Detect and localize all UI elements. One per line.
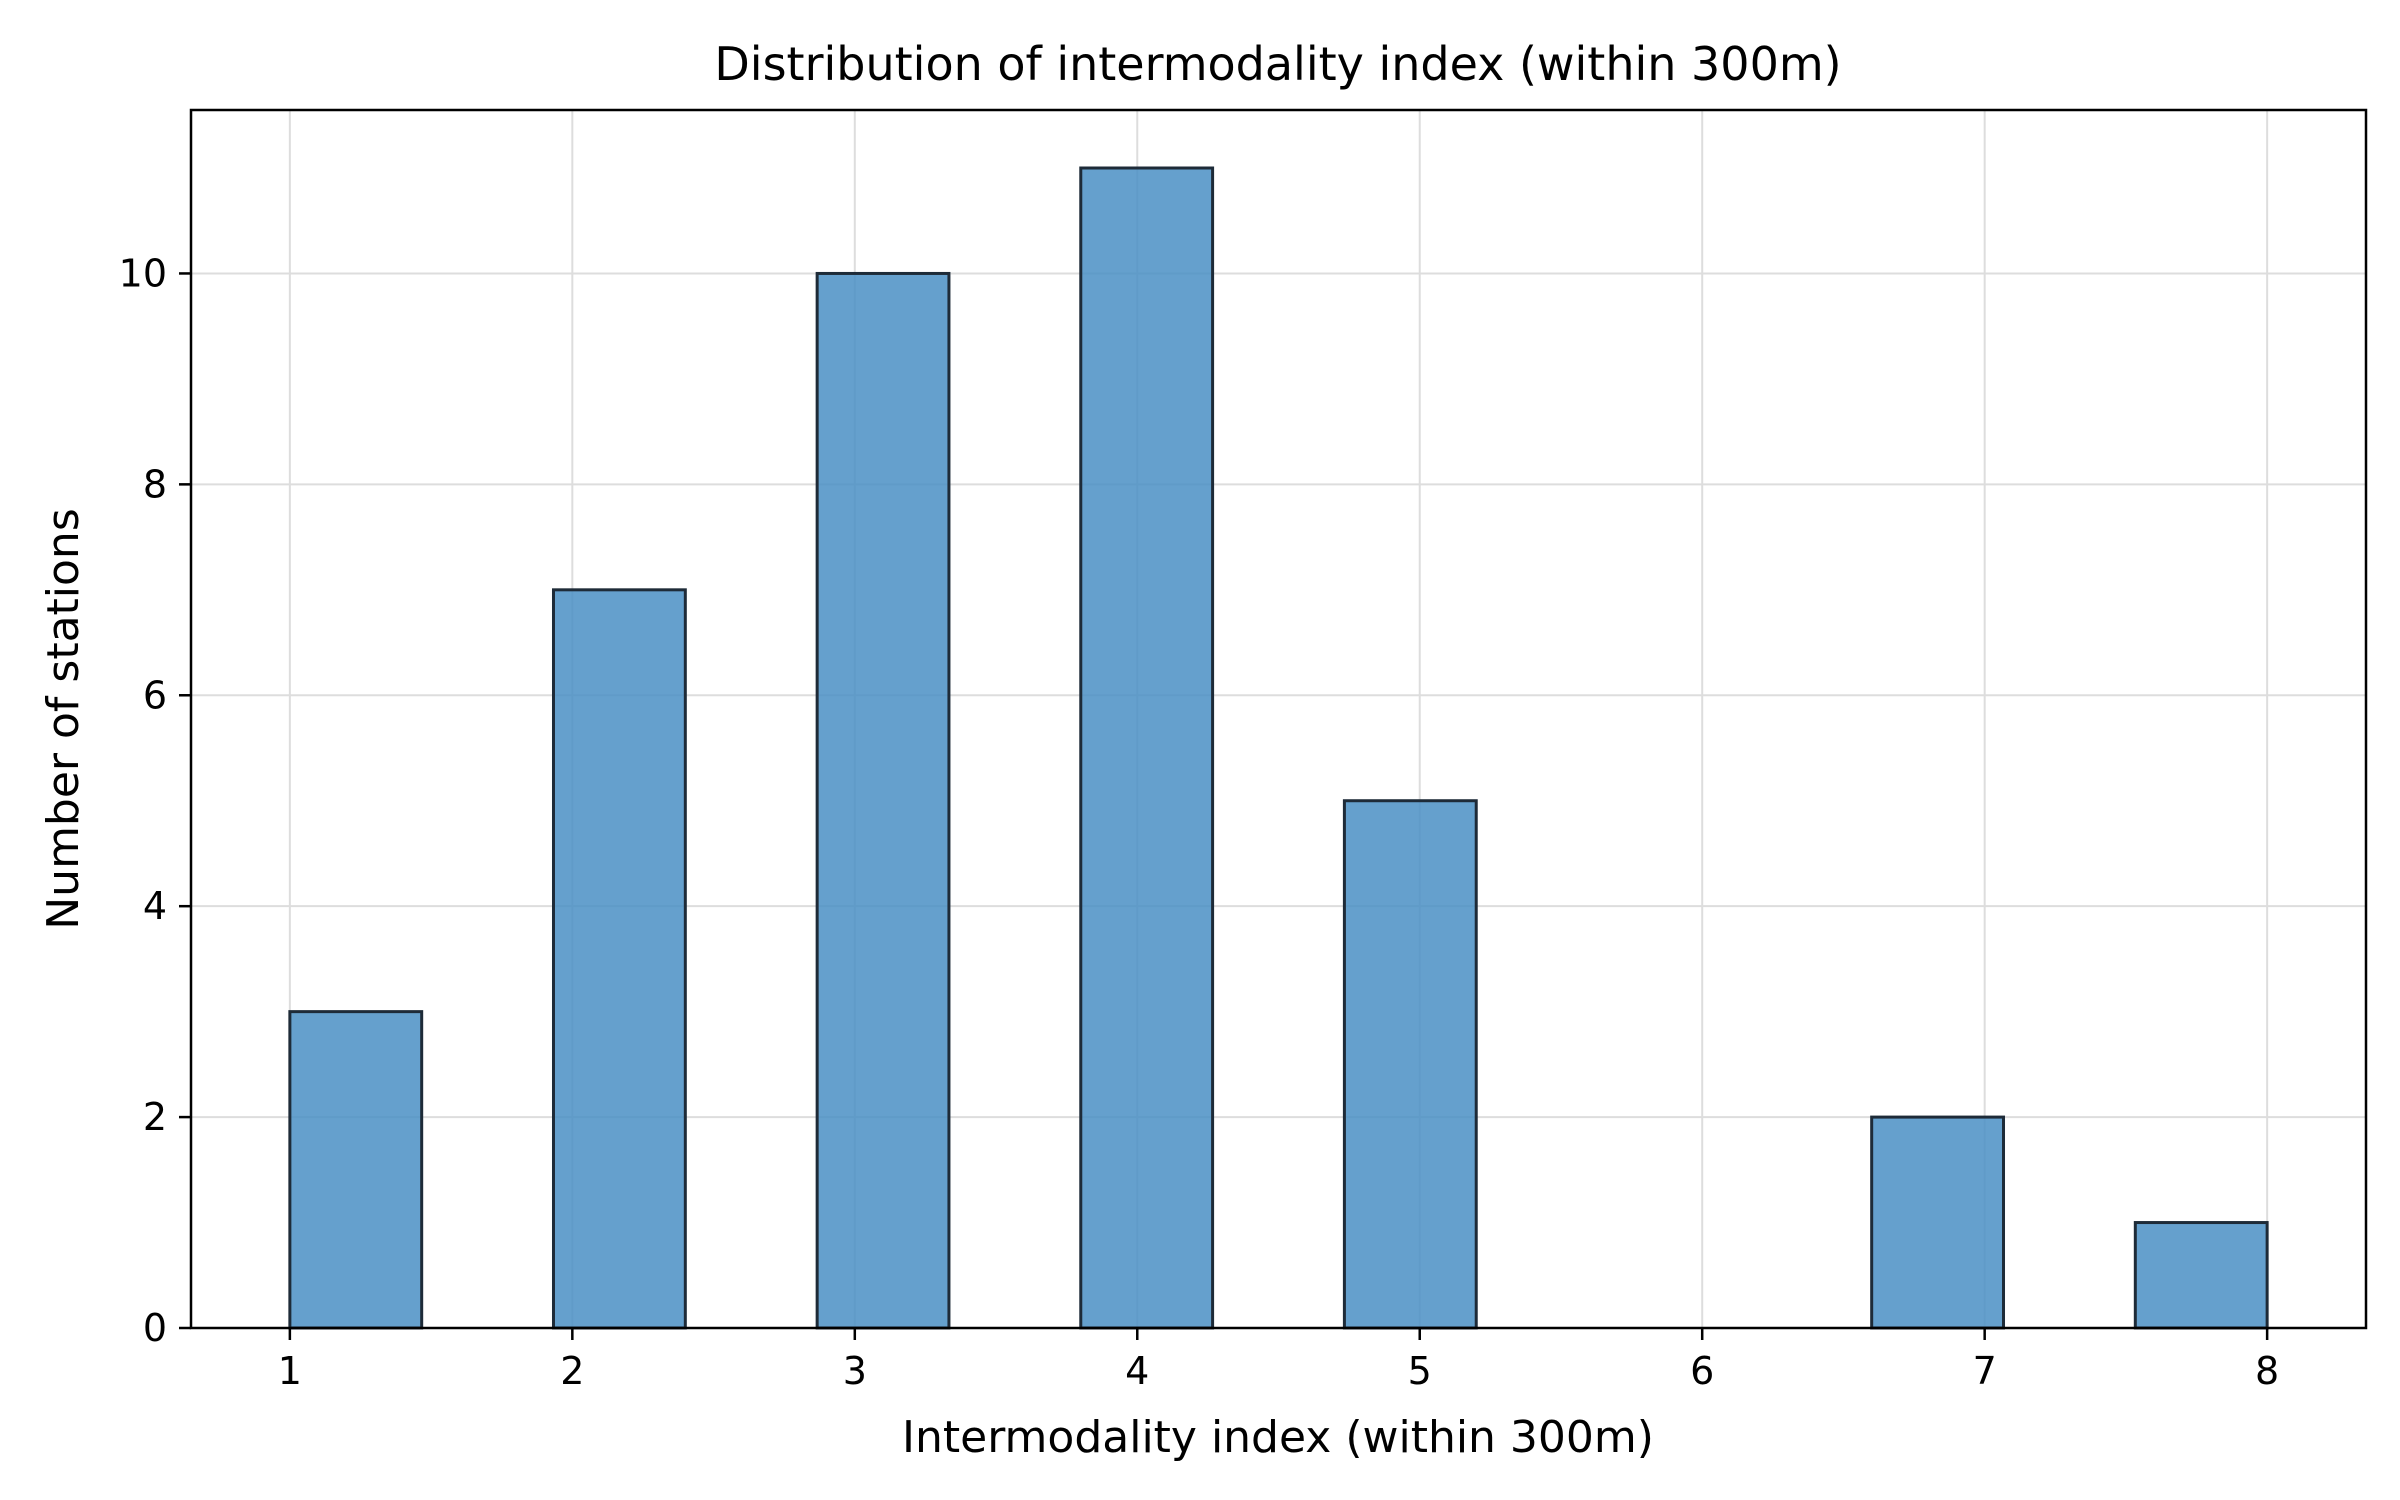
chart-title: Distribution of intermodality index (wit… <box>714 37 1841 91</box>
y-tick-label: 6 <box>143 673 167 717</box>
x-tick-label: 7 <box>1973 1349 1997 1393</box>
x-tick-label: 5 <box>1408 1349 1432 1393</box>
x-axis-label: Intermodality index (within 300m) <box>902 1412 1654 1463</box>
x-tick-label: 1 <box>278 1349 302 1393</box>
x-axis-ticks: 1 2 3 4 5 6 7 8 <box>278 1328 2279 1393</box>
x-tick-label: 4 <box>1125 1349 1149 1393</box>
y-tick-label: 2 <box>143 1095 167 1139</box>
histogram-bar <box>1079 166 1215 1330</box>
histogram-bar <box>1870 1115 2006 1330</box>
y-tick-label: 10 <box>119 251 167 295</box>
x-tick-label: 2 <box>560 1349 584 1393</box>
y-axis-ticks: 0 2 4 6 8 10 <box>119 251 191 1350</box>
x-tick-label: 3 <box>843 1349 867 1393</box>
y-tick-label: 0 <box>143 1306 167 1350</box>
plot-frame <box>189 108 2368 1330</box>
x-tick-label: 6 <box>1690 1349 1714 1393</box>
y-tick-label: 4 <box>143 884 167 928</box>
histogram-bar <box>2133 1221 2269 1330</box>
grid-lines <box>191 110 2366 1329</box>
histogram-bar <box>551 588 687 1330</box>
histogram-bars <box>288 166 2269 1330</box>
histogram-bar <box>815 271 951 1330</box>
histogram-bar <box>1342 799 1478 1330</box>
x-tick-label: 8 <box>2255 1349 2279 1393</box>
y-tick-label: 8 <box>143 462 167 506</box>
histogram-bar <box>288 1010 424 1330</box>
y-axis-label: Number of stations <box>38 508 89 929</box>
